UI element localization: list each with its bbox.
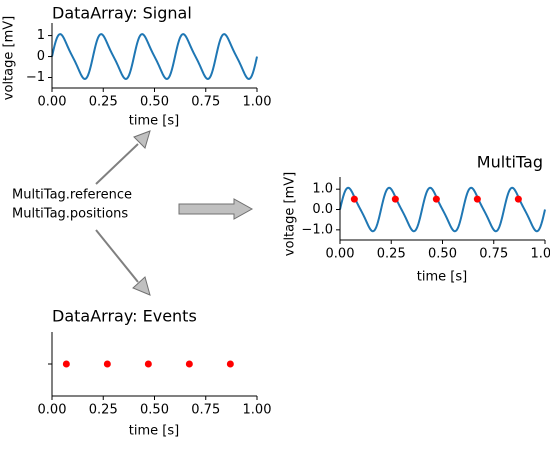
events-panel: DataArray: Events 0.00 0.25 0.50 0.75 1.00 t…: [38, 307, 272, 439]
multitag-xtick-label: 0.50: [428, 247, 457, 262]
multitag-xtick-label: 0.00: [326, 247, 355, 262]
signal-xtick-label: 0.00: [38, 95, 67, 110]
signal-ylabel: voltage [mV]: [2, 16, 17, 100]
multitag-tag-point: [391, 195, 399, 203]
events-ticks: 0.00 0.25 0.50 0.75 1.00: [38, 363, 272, 418]
diagram: MultiTag.reference MultiTag.positions: [12, 130, 254, 296]
events-xlabel: time [s]: [129, 424, 179, 439]
positions-label: MultiTag.positions: [12, 207, 128, 222]
arrow-to-multitag: [178, 198, 254, 220]
signal-xtick-label: 0.75: [191, 95, 220, 110]
multitag-markers: [350, 195, 522, 203]
multitag-series-line: [339, 186, 546, 233]
events-xtick-label: 0.00: [38, 403, 67, 418]
multitag-xlabel: time [s]: [417, 270, 467, 285]
signal-ticks: 0.00 0.25 0.50 0.75 1.00 1 0 −1: [26, 28, 272, 109]
events-point: [62, 360, 70, 368]
signal-ytick-label: 1: [37, 28, 45, 43]
signal-title: DataArray: Signal: [52, 4, 192, 23]
signal-xtick-label: 0.50: [140, 95, 169, 110]
signal-series-line: [51, 33, 258, 80]
events-point: [226, 360, 234, 368]
multitag-tag-point: [473, 195, 481, 203]
multitag-xtick-label: 0.75: [479, 247, 508, 262]
signal-xlabel: time [s]: [129, 114, 179, 129]
multitag-ylabel: voltage [mV]: [283, 172, 298, 256]
events-point: [144, 360, 152, 368]
multitag-tag-point: [432, 195, 440, 203]
events-markers: [62, 360, 234, 368]
signal-xtick-label: 1.00: [243, 95, 272, 110]
events-xtick-label: 0.25: [89, 403, 118, 418]
signal-ytick-label: −1: [26, 70, 45, 85]
events-xtick-label: 1.00: [243, 403, 272, 418]
multitag-ytick-label: −1.0: [301, 222, 333, 237]
multitag-ytick-label: 1.0: [312, 182, 333, 197]
signal-xtick-label: 0.25: [89, 95, 118, 110]
multitag-xtick-label: 0.25: [377, 247, 406, 262]
events-title: DataArray: Events: [52, 307, 197, 326]
multitag-xtick-label: 1.00: [531, 247, 550, 262]
arrow-to-signal: [95, 130, 151, 185]
signal-panel: DataArray: Signal 0.00 0.25 0.50 0.75 1.0010…: [2, 4, 272, 129]
multitag-ytick-label: 0.0: [312, 202, 333, 217]
multitag-tag-point: [350, 195, 358, 203]
reference-label: MultiTag.reference: [12, 188, 132, 203]
multitag-tag-point: [514, 195, 522, 203]
events-point: [185, 360, 193, 368]
signal-ytick-label: 0: [37, 49, 45, 64]
arrow-to-events: [95, 229, 151, 296]
events-xtick-label: 0.75: [191, 403, 220, 418]
events-point: [103, 360, 111, 368]
multitag-ticks: 0.00 0.25 0.50 0.75 1.00 1.0 0.0 −1.0: [301, 182, 550, 262]
multitag-title: MultiTag: [477, 153, 543, 172]
events-xtick-label: 0.50: [140, 403, 169, 418]
multitag-panel: MultiTag 0.000.250.500.751.001.00.0−1.0 …: [283, 153, 550, 285]
